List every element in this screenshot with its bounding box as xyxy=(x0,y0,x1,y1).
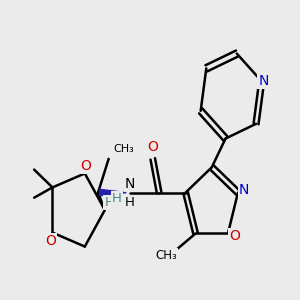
Text: H: H xyxy=(104,196,114,209)
Text: O: O xyxy=(229,229,240,243)
Polygon shape xyxy=(100,189,126,196)
Text: H: H xyxy=(112,192,122,205)
Text: CH₃: CH₃ xyxy=(155,249,177,262)
Text: H: H xyxy=(125,196,135,209)
Text: O: O xyxy=(147,140,158,154)
Text: N: N xyxy=(239,183,250,197)
Text: O: O xyxy=(45,234,56,248)
Text: N: N xyxy=(124,177,135,191)
Text: O: O xyxy=(80,159,91,173)
Text: N: N xyxy=(258,74,268,88)
Text: CH₃: CH₃ xyxy=(113,145,134,154)
